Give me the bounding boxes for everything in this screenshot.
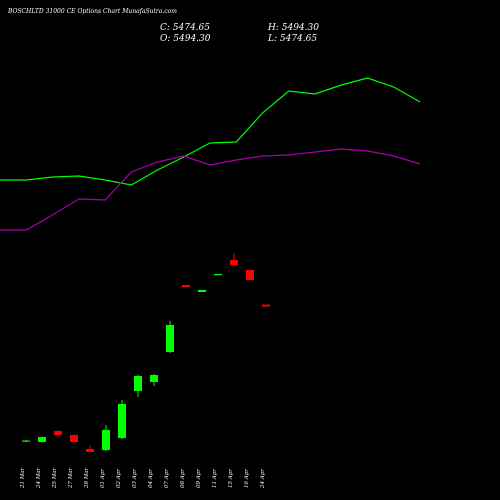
x-tick-label: 04 Apr	[148, 469, 154, 488]
indicator-line	[0, 77, 421, 186]
x-tick-label: 07 Apr	[164, 469, 170, 488]
info-low: L: 5474.65	[267, 34, 317, 44]
candle-body	[230, 260, 238, 265]
candle-body	[54, 431, 62, 435]
candle-body	[214, 274, 222, 276]
x-tick-label: 01 Apr	[100, 469, 106, 488]
info-close: C: 5474.65	[160, 23, 210, 33]
candle-body	[22, 440, 30, 442]
x-tick-label: 25 Mar	[52, 467, 58, 489]
x-tick-label: 24 Mar	[36, 467, 42, 489]
candle-body	[38, 437, 46, 442]
x-tick-label: 09 Apr	[196, 469, 202, 488]
info-open: O: 5494.30	[160, 34, 211, 44]
candle-body	[262, 304, 270, 307]
info-high: H: 5494.30	[267, 23, 319, 33]
candle-body	[118, 404, 126, 438]
x-tick-label: 24 Apr	[260, 469, 266, 489]
candle-body	[134, 376, 142, 391]
candle-body	[166, 325, 174, 352]
x-tick-label: 03 Apr	[132, 469, 138, 488]
x-tick-label: 27 Mar	[68, 467, 74, 489]
indicator-line	[0, 148, 421, 231]
candle-body	[102, 430, 110, 450]
x-tick-label: 16 Apr	[244, 469, 250, 488]
candle-body	[86, 449, 94, 452]
candle-body	[246, 270, 254, 280]
candle-body	[70, 435, 78, 442]
x-tick-label: 21 Mar	[20, 467, 26, 489]
candle-body	[198, 290, 206, 292]
candle-body	[150, 375, 158, 382]
x-tick-label: 11 Apr	[212, 469, 218, 488]
x-tick-label: 15 Apr	[228, 469, 234, 488]
x-tick-label: 28 Mar	[84, 467, 90, 489]
chart-title: BOSCHLTD 31000 CE Options Chart MunafaSu…	[7, 8, 177, 15]
x-tick-label: 02 Apr	[116, 469, 122, 488]
candle-body	[182, 285, 190, 287]
x-tick-label: 08 Apr	[180, 469, 186, 488]
